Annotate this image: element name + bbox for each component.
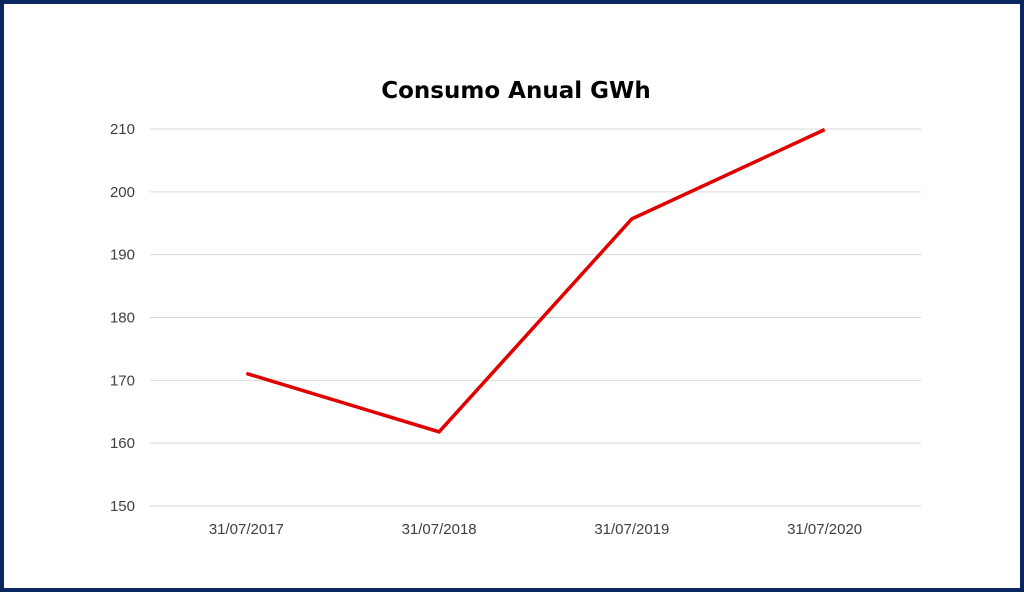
x-tick-label: 31/07/2017	[209, 521, 284, 538]
chart-title: Consumo Anual GWh	[381, 78, 650, 104]
y-tick-label: 160	[110, 435, 135, 452]
x-tick-label: 31/07/2018	[402, 521, 477, 538]
y-tick-label: 200	[110, 184, 135, 201]
y-tick-label: 210	[110, 121, 135, 138]
y-tick-label: 170	[110, 372, 135, 389]
line-chart: Consumo Anual GWh 150160170180190200210 …	[110, 78, 921, 538]
series-line	[245, 128, 826, 434]
x-tick-label: 31/07/2019	[594, 521, 669, 538]
x-tick-label: 31/07/2020	[787, 521, 862, 538]
y-tick-label: 150	[110, 498, 135, 515]
y-tick-label: 180	[110, 310, 135, 327]
y-tick-label: 190	[110, 247, 135, 264]
